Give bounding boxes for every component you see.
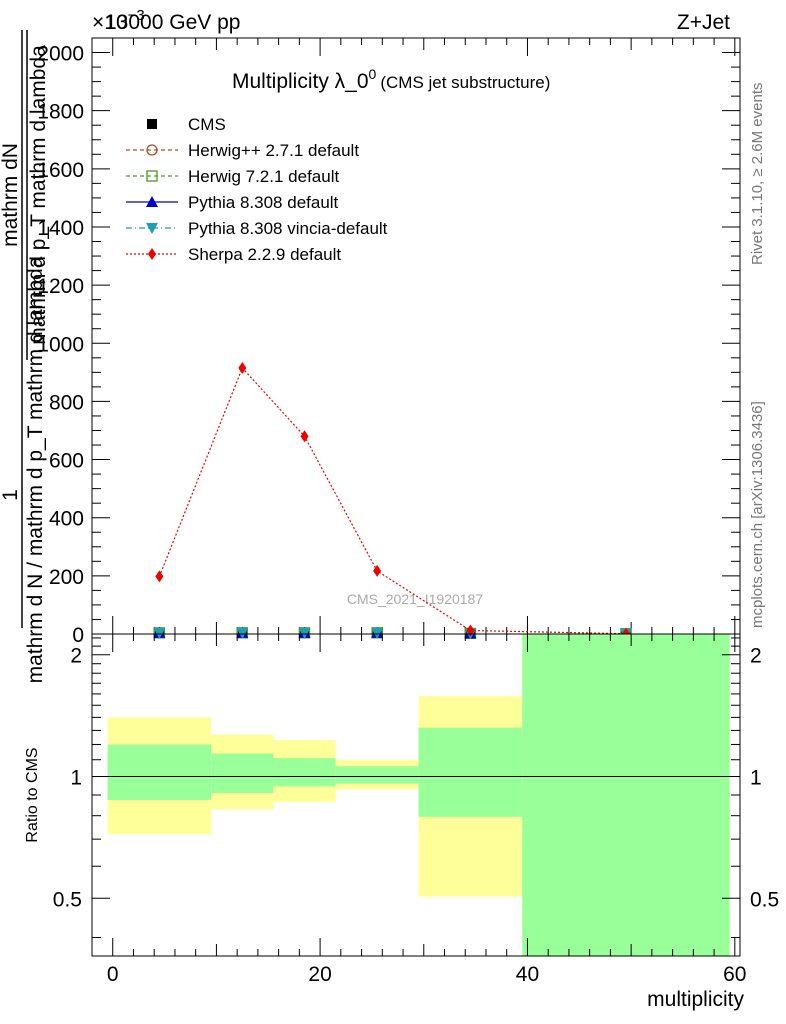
legend-marker [146, 196, 158, 207]
y-tick-label: 0 [72, 624, 84, 647]
ratio-panel: 0.5 0.5 1 1 2 2 0 20 40 60 Ratio to CMS multipli… [24, 633, 779, 1011]
stat-uncertainty-band [273, 758, 336, 787]
legend-label: CMS [188, 115, 226, 134]
x-tick-label: 60 [723, 963, 746, 986]
stat-uncertainty-band [335, 766, 419, 784]
sherpa-point [300, 430, 309, 443]
y-label-fraction-top: mathrm dN [0, 143, 22, 247]
sherpa-point [155, 570, 164, 583]
legend-entry: Sherpa 2.2.9 default [126, 245, 341, 264]
analysis-watermark: CMS_2021_I1920187 [347, 591, 483, 607]
y-tick-label: 1200 [37, 275, 84, 298]
pythia-vincia-point [298, 627, 311, 639]
stat-uncertainty-band [522, 634, 730, 956]
legend-entry: Herwig++ 2.7.1 default [126, 141, 359, 160]
energy-label: 13000 GeV pp [105, 11, 240, 34]
legend-entry: Herwig 7.2.1 default [126, 167, 339, 186]
x-axis-label: multiplicity [647, 988, 744, 1011]
sherpa-line [158, 366, 626, 635]
ratio-tick-label-right: 1 [750, 766, 762, 789]
y-tick-label: 2000 [37, 43, 84, 66]
legend-label: Pythia 8.308 vincia-default [188, 219, 388, 238]
stat-uncertainty-band [211, 753, 274, 794]
y-tick-label: 1800 [37, 101, 84, 124]
sherpa-point [238, 361, 247, 374]
main-panel: 0 200 400 600 800 1000 1200 1400 1600 1800 2000 CM… [0, 30, 741, 683]
legend-marker [146, 144, 158, 156]
main-y-axis: 0 200 400 600 800 1000 1200 1400 1600 1800 2000 [37, 43, 740, 647]
ratio-x-axis: 0 20 40 60 [107, 634, 746, 986]
x-tick-label: 20 [308, 963, 331, 986]
rivet-version-label: Rivet 3.1.10, ≥ 2.6M events [749, 83, 766, 266]
ratio-tick-label-right: 0.5 [750, 888, 779, 911]
ratio-tick-label-right: 2 [750, 645, 762, 668]
y-label-denominator: mathrm d N / mathrm d p_T mathrm d lambd… [24, 256, 47, 683]
pythia-vincia-point [153, 627, 166, 639]
scale-factor-label: ×10−3 [92, 7, 145, 34]
y-label-numerator: 1 [0, 489, 22, 501]
legend: CMS Herwig++ 2.7.1 default Herwig 7.2.1 de… [126, 115, 388, 264]
legend-entry: Pythia 8.308 default [126, 193, 339, 212]
legend-label: Sherpa 2.2.9 default [188, 245, 341, 264]
stat-uncertainty-band [107, 744, 212, 800]
y-tick-label: 800 [49, 391, 84, 414]
legend-marker [147, 119, 157, 129]
y-tick-label: 200 [49, 566, 84, 589]
ratio-tick-label: 0.5 [53, 888, 82, 911]
legend-marker [146, 170, 158, 182]
legend-marker [146, 223, 158, 234]
plot-title: Multiplicity λ_00 (CMS jet substructure) [232, 66, 550, 93]
pythia-vincia-point [236, 627, 249, 639]
legend-label: Herwig++ 2.7.1 default [188, 141, 359, 160]
x-tick-label: 0 [107, 963, 119, 986]
ratio-y-axis: 0.5 0.5 1 1 2 2 [53, 637, 779, 938]
y-tick-label: 1600 [37, 159, 84, 182]
main-y-label: 1 mathrm dN mathrm d p_T mathrm d lambda… [0, 30, 50, 683]
stat-uncertainty-band [418, 727, 523, 817]
ratio-tick-label: 2 [70, 645, 82, 668]
legend-marker [148, 248, 156, 260]
process-label: Z+Jet [677, 11, 730, 34]
ratio-y-label: Ratio to CMS [24, 747, 41, 842]
sherpa-point [373, 564, 382, 577]
y-tick-label: 1400 [37, 217, 84, 240]
legend-entry: CMS [147, 115, 226, 134]
ratio-tick-label: 1 [70, 766, 82, 789]
y-tick-label: 1000 [37, 333, 84, 356]
y-tick-label: 600 [49, 450, 84, 473]
mcplots-label: mcplots.cern.ch [arXiv:1306.3436] [749, 401, 766, 628]
pythia-vincia-point [371, 627, 384, 639]
ratio-uncertainty-bands [107, 634, 730, 956]
legend-label: Herwig 7.2.1 default [188, 167, 339, 186]
y-label-fraction-bottom: mathrm d p_T mathrm d lambda [27, 45, 50, 345]
y-tick-label: 400 [49, 508, 84, 531]
x-tick-label: 40 [516, 963, 539, 986]
legend-label: Pythia 8.308 default [188, 193, 339, 212]
legend-entry: Pythia 8.308 vincia-default [126, 219, 388, 238]
